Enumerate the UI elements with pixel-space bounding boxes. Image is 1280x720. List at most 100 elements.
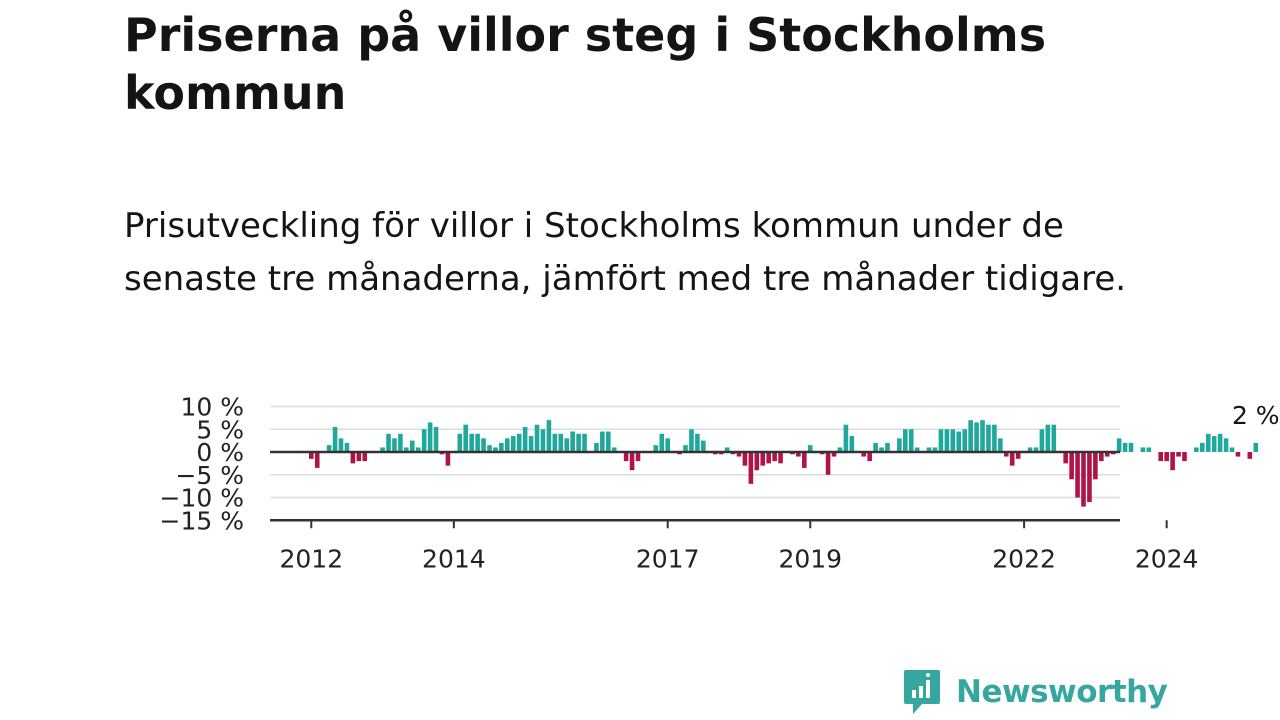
bar (1205, 433, 1211, 452)
bar (493, 447, 498, 452)
bar (873, 442, 878, 452)
bar (1116, 438, 1122, 452)
bar (950, 429, 956, 452)
x-tick-label: 2017 (636, 544, 700, 573)
bar (938, 429, 944, 452)
brand-logo: Newsworthy (902, 668, 1168, 716)
bar (1146, 447, 1152, 452)
x-tick-label: 2012 (279, 544, 343, 573)
bar (398, 433, 403, 452)
bar (1170, 452, 1175, 471)
bar (433, 426, 439, 452)
y-tick-label: 5 % (196, 415, 244, 444)
bar (1081, 452, 1086, 507)
bar (594, 442, 599, 452)
bar (528, 436, 534, 452)
bar (760, 452, 766, 466)
bar (1027, 447, 1033, 452)
bar (386, 433, 391, 452)
bar (356, 452, 362, 462)
latest-value-label: 2 % (1232, 401, 1280, 430)
bar (552, 433, 558, 452)
bar (689, 429, 694, 452)
bar (427, 422, 433, 452)
bar (1045, 424, 1051, 452)
bar (516, 433, 522, 452)
bar (409, 440, 415, 452)
bar (1093, 452, 1098, 480)
bar (1003, 452, 1009, 457)
bar (903, 429, 908, 452)
bar (980, 420, 985, 452)
bar (1182, 452, 1187, 462)
bar (582, 433, 587, 452)
bar (505, 438, 510, 452)
bar (606, 431, 611, 452)
bar (754, 452, 760, 471)
bar (1009, 452, 1015, 466)
bar (956, 431, 962, 452)
bar (1176, 452, 1181, 457)
bar (1075, 452, 1080, 498)
bar (1229, 447, 1235, 452)
bar (623, 452, 629, 462)
bar (843, 424, 849, 452)
bar (879, 447, 884, 452)
y-tick-label: 10 % (180, 393, 244, 422)
bar (404, 447, 409, 452)
bar (825, 452, 831, 475)
bar (534, 424, 540, 452)
bar (499, 442, 504, 452)
bar (1217, 433, 1223, 452)
bar (564, 438, 570, 452)
bar (986, 424, 991, 452)
bar (837, 447, 843, 452)
bar (392, 438, 397, 452)
bar (475, 433, 480, 452)
bar (1200, 442, 1205, 452)
bar (766, 452, 771, 464)
bar (653, 445, 659, 452)
bar (522, 426, 528, 452)
x-axis-labels: 2012 2014 2017 2019 2022 2024 (279, 544, 1198, 573)
page-title: Priserna på villor steg i Stockholms kom… (124, 8, 1047, 120)
x-tick-label: 2022 (992, 544, 1056, 573)
bar (897, 438, 902, 452)
bar (326, 445, 332, 452)
bar (1087, 452, 1092, 503)
bar (724, 447, 730, 452)
bar (546, 420, 552, 452)
bar (1104, 452, 1110, 457)
bar (635, 452, 641, 462)
bar (611, 447, 617, 452)
y-axis-labels: 10 %5 %0 %−5 %−10 %−15 % (160, 393, 244, 536)
bar (344, 442, 350, 452)
y-tick-label: −5 % (175, 461, 244, 490)
bar (314, 452, 320, 468)
bar (992, 424, 997, 452)
bar (914, 447, 920, 452)
bar (742, 452, 748, 466)
bar (932, 447, 938, 452)
bar (885, 442, 890, 452)
bar (1164, 452, 1169, 462)
bar (487, 445, 492, 452)
bar (1223, 438, 1229, 452)
bar (1158, 452, 1164, 462)
bar (695, 433, 700, 452)
bar (659, 433, 665, 452)
bar (481, 438, 486, 452)
bar (415, 447, 421, 452)
newsworthy-icon (904, 670, 940, 714)
bar (332, 426, 338, 452)
bar (469, 433, 474, 452)
bar (796, 452, 801, 457)
y-tick-label: −10 % (160, 484, 244, 513)
bar (570, 431, 575, 452)
bar (350, 452, 356, 464)
bar (463, 424, 469, 452)
y-tick-label: 0 % (196, 438, 244, 467)
bar (380, 447, 385, 452)
bar (1247, 452, 1253, 459)
bar (944, 429, 950, 452)
